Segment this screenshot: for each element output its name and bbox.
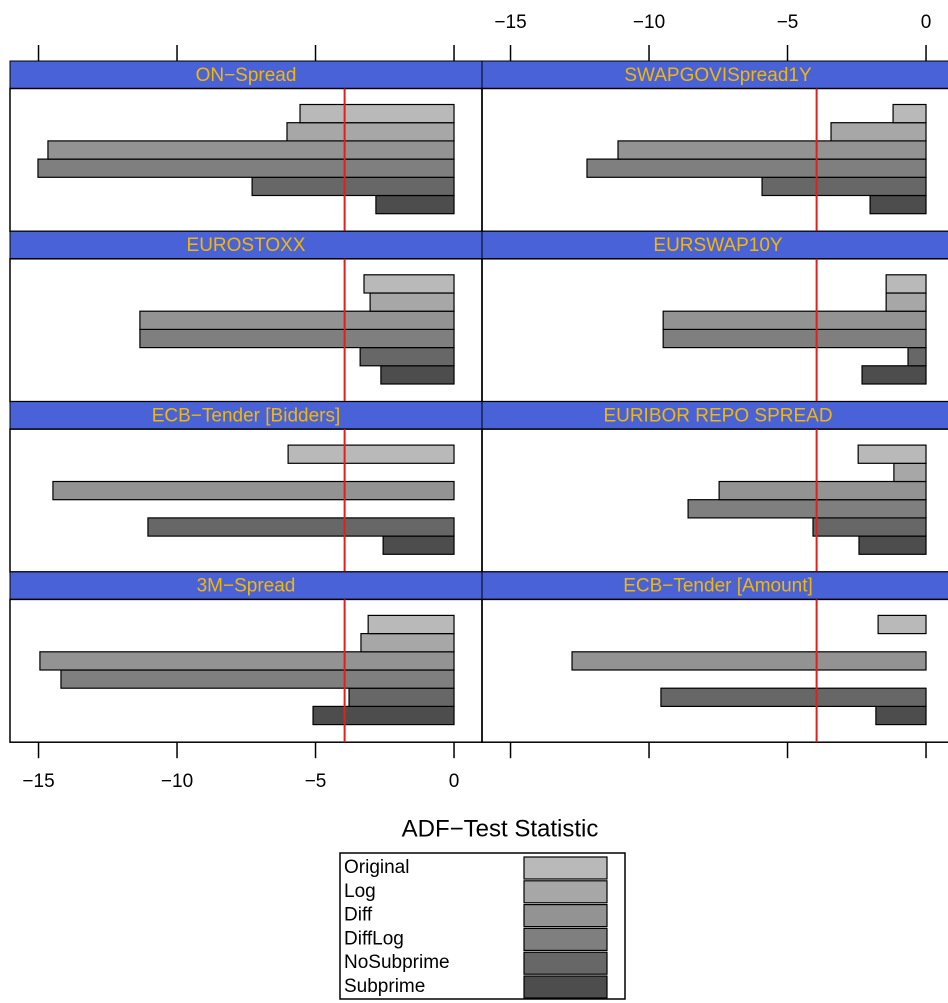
bar	[39, 651, 455, 671]
bar	[869, 194, 927, 215]
panel-title: ECB−Tender [Amount]	[623, 576, 813, 597]
bar	[348, 687, 455, 708]
x-tick-label: −5	[777, 12, 799, 33]
bar	[885, 274, 927, 294]
bar	[857, 444, 927, 464]
legend-swatch	[523, 951, 608, 975]
x-tick-label: 0	[449, 771, 460, 792]
bar	[761, 176, 927, 197]
bar	[893, 462, 927, 483]
legend-swatch	[523, 856, 608, 880]
bar	[367, 614, 455, 635]
bar	[363, 274, 455, 294]
bar	[885, 292, 927, 312]
bar	[586, 158, 927, 178]
bar	[382, 535, 455, 555]
bar	[312, 705, 455, 726]
bar	[139, 310, 455, 331]
panel-title: EURSWAP10Y	[653, 235, 782, 256]
bar	[147, 517, 455, 537]
bar	[617, 140, 927, 160]
legend-swatch	[523, 880, 608, 904]
bar	[875, 705, 927, 726]
legend-label: DiffLog	[344, 928, 404, 949]
x-tick-label: −15	[22, 771, 54, 792]
panel-title: EURIBOR REPO SPREAD	[603, 405, 832, 426]
strip	[481, 571, 948, 600]
bar	[660, 687, 927, 708]
x-tick-label: −15	[494, 12, 526, 33]
bar	[380, 365, 455, 385]
bar	[877, 614, 927, 635]
strip	[481, 60, 948, 89]
bar	[47, 140, 455, 160]
bar	[299, 103, 455, 124]
panel-title: ON−Spread	[196, 65, 297, 86]
bar	[892, 103, 927, 124]
bar	[359, 347, 455, 367]
bar	[687, 499, 927, 519]
panel-title: 3M−Spread	[197, 576, 296, 597]
strip	[481, 401, 948, 430]
bar	[60, 669, 455, 689]
bar	[286, 122, 455, 142]
legend-label: Diff	[344, 905, 373, 926]
legend-swatch	[523, 975, 608, 999]
bar	[287, 444, 455, 464]
bar	[861, 365, 927, 385]
bar	[139, 328, 455, 349]
x-axis-title: ADF−Test Statistic	[402, 815, 599, 842]
bar	[369, 292, 455, 312]
bar	[360, 632, 455, 653]
legend-label: Original	[344, 857, 409, 878]
bar	[52, 480, 455, 501]
x-tick-label: −10	[633, 12, 665, 33]
bar	[812, 517, 927, 537]
bar	[375, 194, 455, 215]
x-tick-label: 0	[921, 12, 932, 33]
bar	[907, 347, 927, 367]
x-tick-label: −10	[161, 771, 193, 792]
legend-swatch	[523, 903, 608, 928]
bar	[830, 122, 927, 142]
panel-title: EUROSTOXX	[187, 235, 306, 256]
panel-title: SWAPGOVISpread1Y	[624, 65, 812, 86]
legend-box	[339, 852, 626, 1000]
bar	[718, 480, 927, 501]
legend-label: NoSubprime	[344, 952, 450, 973]
bar	[37, 158, 455, 178]
legend-label: Subprime	[344, 976, 425, 997]
legend-swatch	[523, 927, 608, 952]
strip	[9, 571, 483, 600]
bar	[251, 176, 455, 197]
panel-title: ECB−Tender [Bidders]	[152, 405, 341, 426]
legend-label: Log	[344, 881, 376, 902]
bar	[662, 328, 927, 349]
x-tick-label: −5	[305, 771, 327, 792]
bar	[858, 535, 927, 555]
bar	[662, 310, 927, 331]
bar	[571, 651, 927, 671]
panel-frame	[481, 598, 948, 743]
